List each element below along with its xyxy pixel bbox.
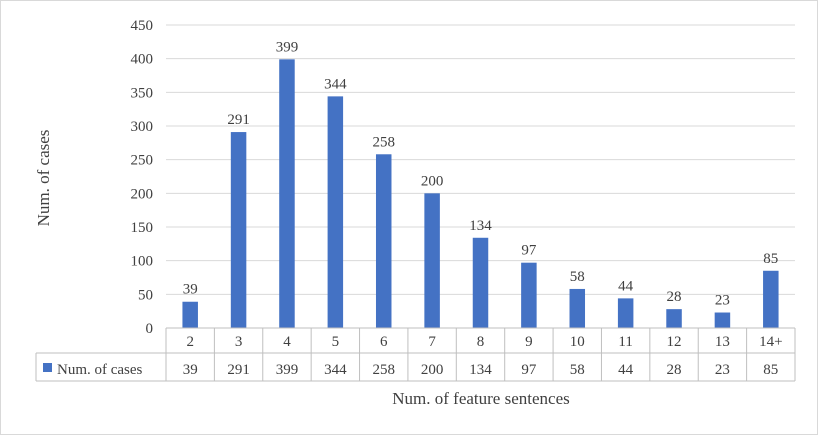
bar: [327, 96, 344, 328]
bar: [424, 193, 440, 328]
y-axis-label: Num. of cases: [34, 130, 53, 227]
x-tick-label: 5: [332, 334, 340, 350]
y-tick-label: 150: [131, 220, 154, 236]
y-tick-label: 450: [131, 18, 154, 34]
x-tick-label: 12: [667, 334, 682, 350]
legend-swatch: [43, 363, 52, 372]
x-tick-label: 9: [525, 334, 533, 350]
x-tick-label: 11: [618, 334, 632, 350]
data-label: 39: [183, 282, 198, 298]
data-label: 23: [715, 293, 730, 309]
table-value: 258: [372, 362, 395, 378]
data-label: 344: [324, 76, 347, 92]
data-label: 399: [276, 39, 299, 55]
legend-series-name: Num. of cases: [57, 362, 143, 378]
data-table: 2 39 3 291 4 399 5 344 6 258 7 200 8 134 9 97 10 58 11 44 12…: [35, 327, 796, 382]
x-tick-label: 3: [235, 334, 243, 350]
y-tick-label: 50: [138, 287, 153, 303]
data-label: 28: [667, 289, 682, 305]
x-tick-label: 14+: [759, 334, 782, 350]
table-value: 200: [421, 362, 444, 378]
table-value: 291: [227, 362, 250, 378]
data-label: 134: [469, 218, 492, 234]
y-axis-ticks: 0 50 100 150 200 250 300 350 400 450: [131, 18, 154, 337]
x-tick-label: 2: [186, 334, 194, 350]
bar: [375, 154, 392, 328]
data-label: 258: [372, 134, 395, 150]
x-tick-label: 10: [570, 334, 585, 350]
x-tick-label: 4: [283, 334, 291, 350]
data-label: 58: [570, 269, 585, 285]
bar: [230, 132, 247, 328]
y-tick-label: 0: [146, 321, 154, 337]
y-tick-label: 400: [131, 52, 154, 68]
bar: [569, 288, 586, 328]
y-tick-label: 350: [131, 85, 154, 101]
data-label: 85: [763, 251, 778, 267]
bar: [472, 237, 489, 328]
table-value: 344: [324, 362, 347, 378]
table-value: 134: [469, 362, 492, 378]
data-label: 291: [227, 112, 250, 128]
bar: [279, 59, 295, 329]
x-tick-label: 7: [428, 334, 436, 350]
data-label: 200: [421, 173, 444, 189]
data-label: 97: [521, 243, 537, 259]
bar: [521, 262, 537, 328]
x-tick-label: 6: [380, 334, 388, 350]
table-value: 23: [715, 362, 730, 378]
gridlines: [166, 24, 795, 295]
data-labels: 39 291 399 344 258 200 134 97 58 44 28 23 85: [183, 39, 779, 308]
y-tick-label: 200: [131, 186, 154, 202]
table-value: 28: [667, 362, 682, 378]
bar: [763, 270, 779, 328]
x-tick-label: 8: [477, 334, 485, 350]
bar: [617, 298, 634, 328]
y-tick-label: 100: [131, 254, 154, 270]
table-value: 58: [570, 362, 585, 378]
bar: [666, 309, 682, 328]
table-value: 85: [763, 362, 778, 378]
table-value: 97: [521, 362, 537, 378]
table-value: 44: [618, 362, 634, 378]
bars: [182, 59, 779, 329]
x-axis-label: Num. of feature sentences: [392, 389, 569, 408]
y-tick-label: 250: [131, 153, 154, 169]
table-value: 39: [183, 362, 198, 378]
bar: [182, 301, 198, 328]
table-value: 399: [276, 362, 299, 378]
data-label: 44: [618, 278, 634, 294]
bar: [714, 312, 731, 328]
x-tick-label: 13: [715, 334, 730, 350]
y-tick-label: 300: [131, 119, 154, 135]
